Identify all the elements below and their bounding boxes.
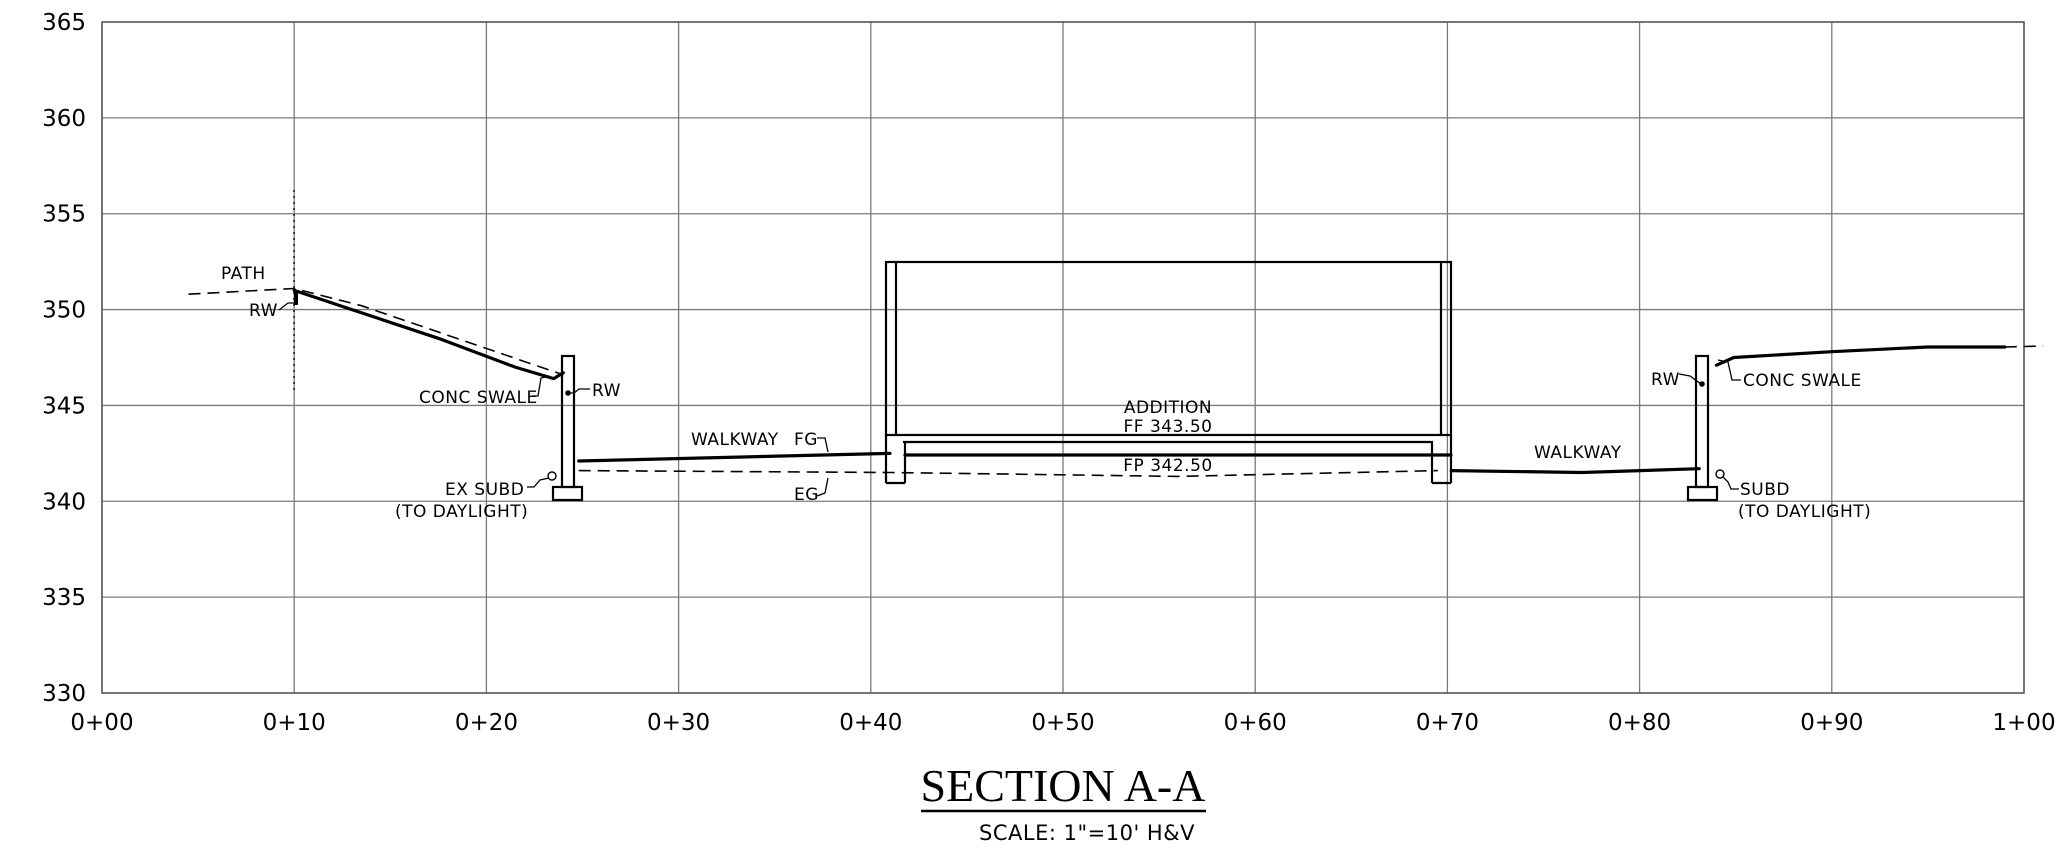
x-tick-label: 0+30 [647, 710, 710, 736]
y-tick-label: 330 [42, 681, 86, 707]
rw-label-right-wall: RW [1651, 370, 1680, 390]
label-leaders [278, 302, 1741, 497]
subd-label: SUBD [1740, 480, 1790, 500]
grade-profiles [188, 287, 2044, 478]
x-tick-label: 0+80 [1608, 710, 1671, 736]
eg-label: EG [794, 485, 819, 505]
left-subdrain-icon [547, 471, 557, 481]
to-daylight-label-left: (TO DAYLIGHT) [395, 502, 528, 522]
grid [101, 21, 2025, 694]
x-tick-label: 0+90 [1800, 710, 1863, 736]
x-tick-label: 0+50 [1031, 710, 1094, 736]
walkway-label-right: WALKWAY [1534, 443, 1622, 463]
right-subdrain-icon [1715, 469, 1725, 479]
walkway-label-left: WALKWAY [691, 430, 779, 450]
section-title: SECTION A-A [921, 760, 1206, 811]
y-tick-label: 350 [42, 298, 86, 324]
x-axis-labels: 0+00 0+10 0+20 0+30 0+40 0+50 0+60 0+70 0+80 0+90… [70, 710, 2055, 736]
conc-swale-label-left: CONC SWALE [419, 388, 538, 408]
x-tick-label: 0+10 [263, 710, 326, 736]
fg-label: FG [794, 430, 818, 450]
y-tick-label: 365 [42, 10, 86, 36]
conc-swale-label-right: CONC SWALE [1743, 371, 1862, 391]
finished-grade-right-line [1714, 345, 2007, 367]
building-addition [884, 260, 1453, 485]
y-tick-label: 360 [42, 106, 86, 132]
right-wall-marker [1699, 381, 1705, 387]
x-tick-label: 1+00 [1992, 710, 2055, 736]
rw-label-path: RW [249, 301, 278, 321]
x-tick-label: 0+00 [70, 710, 133, 736]
existing-grade-right-line [2004, 345, 2044, 348]
ff-label: FF 343.50 [1124, 417, 1213, 437]
y-axis-labels: 330 335 340 345 350 355 360 365 [42, 10, 86, 707]
y-tick-label: 340 [42, 489, 86, 515]
finished-grade-left-line [292, 288, 565, 381]
rw-label-left-wall: RW [592, 381, 621, 401]
x-tick-label: 0+20 [455, 710, 518, 736]
walkway-right-line [1449, 467, 1701, 475]
y-tick-label: 335 [42, 585, 86, 611]
x-tick-label: 0+70 [1416, 710, 1479, 736]
right-retaining-wall [1686, 354, 1719, 502]
to-daylight-label-right: (TO DAYLIGHT) [1738, 502, 1871, 522]
y-tick-label: 345 [42, 393, 86, 419]
x-tick-label: 0+60 [1224, 710, 1287, 736]
existing-grade-mid-line [578, 469, 1438, 478]
fp-label: FP 342.50 [1123, 456, 1212, 476]
existing-grade-left-line [188, 287, 564, 376]
plot-frame [101, 21, 2025, 694]
y-tick-label: 355 [42, 202, 86, 228]
x-tick-label: 0+40 [839, 710, 902, 736]
left-retaining-wall [551, 354, 584, 502]
left-retaining-wall-top [294, 290, 298, 305]
scale-note: SCALE: 1"=10' H&V [979, 821, 1195, 845]
walkway-left-line [577, 451, 892, 463]
addition-label: ADDITION [1124, 398, 1212, 418]
ex-subd-label: EX SUBD [445, 480, 524, 500]
path-label: PATH [221, 264, 266, 284]
